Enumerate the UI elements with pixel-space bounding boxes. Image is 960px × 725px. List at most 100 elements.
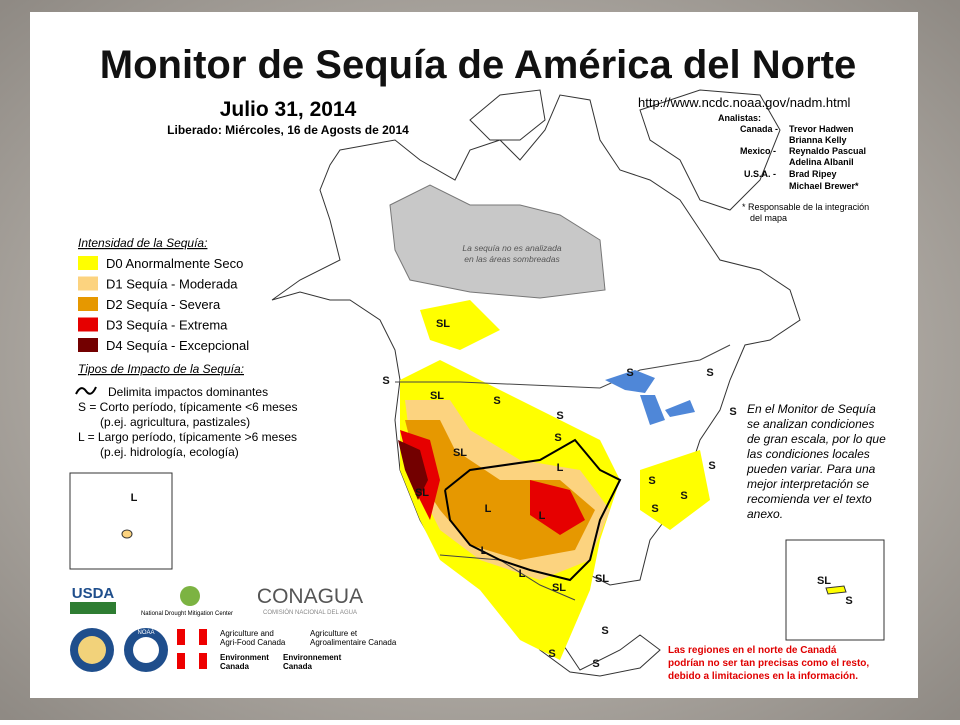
impact-label: S xyxy=(554,432,561,444)
analysts: Analistas: Canada - Trevor Hadwen Briann… xyxy=(718,113,869,223)
impact-label: L xyxy=(557,462,564,474)
footnote: * Responsable de la integración xyxy=(742,202,869,212)
released: Liberado: Miércoles, 16 de Agosts de 201… xyxy=(167,123,409,137)
shaded-region xyxy=(389,184,606,299)
impact-label: S xyxy=(708,460,715,472)
url: http://www.ncdc.noaa.gov/nadm.html xyxy=(638,95,851,110)
noaa-logo-text: NOAA xyxy=(137,630,154,636)
legend-swatch xyxy=(78,338,98,352)
ndmc-logo-text: National Drought Mitigation Center xyxy=(141,611,233,617)
conagua-sub: COMISIÓN NACIONAL DEL AGUA xyxy=(263,609,357,616)
impact-label: S xyxy=(493,395,500,407)
scale-note-line: pueden variar. Para una xyxy=(746,462,876,476)
drought-d4 xyxy=(398,440,428,500)
ndmc-logo xyxy=(180,586,200,606)
impact-label: S xyxy=(651,503,658,515)
impact-line-icon xyxy=(75,386,97,395)
legend-swatch xyxy=(78,297,98,311)
impact-label: S xyxy=(729,406,736,418)
impact-line: (p.ej. agricultura, pastizales) xyxy=(100,415,250,429)
border xyxy=(439,554,576,601)
impact-label: SL xyxy=(415,487,429,499)
commerce-seal-inner xyxy=(78,636,106,664)
legend-swatch xyxy=(78,256,98,270)
greenland xyxy=(639,89,781,211)
legend-label: D3 Sequía - Extrema xyxy=(106,318,228,333)
impact-label: S xyxy=(548,648,555,660)
legend-swatch xyxy=(78,317,98,332)
date: Julio 31, 2014 xyxy=(220,98,357,121)
impact-line: (p.ej. hidrología, ecología) xyxy=(100,445,239,459)
scale-note-line: anexo. xyxy=(747,507,783,521)
impact-label: SL xyxy=(595,573,609,585)
footnote: del mapa xyxy=(750,213,787,223)
usda-logo-field xyxy=(70,602,116,614)
shaded-note: La sequía no es analizada xyxy=(462,243,562,253)
impact-label: L xyxy=(485,503,492,515)
impact-label: SL xyxy=(453,447,467,459)
title: Monitor de Sequía de América del Norte xyxy=(100,43,856,87)
env-en: Canada xyxy=(220,662,249,671)
usda-logo-text: USDA xyxy=(72,585,115,602)
analyst: Brianna Kelly xyxy=(789,135,847,145)
analyst: Trevor Hadwen xyxy=(789,124,854,134)
impact-label: S xyxy=(680,490,687,502)
impact-label: SL xyxy=(436,318,450,330)
impact-label: S xyxy=(592,658,599,670)
impact-boundary xyxy=(444,438,622,582)
impact-line: L = Largo período, típicamente >6 meses xyxy=(78,430,297,444)
impact-line: S = Corto período, típicamente <6 meses xyxy=(78,400,297,414)
analyst: Adelina Albanil xyxy=(789,157,854,167)
legend-label: D2 Sequía - Severa xyxy=(106,297,221,312)
impact-label: SL xyxy=(430,390,444,402)
scale-note-line: se analizan condiciones xyxy=(747,417,874,431)
impact-label: S xyxy=(601,625,608,637)
impact-label: S xyxy=(648,475,655,487)
noaa-logo-inner xyxy=(133,637,159,663)
impact-label: L xyxy=(519,568,526,580)
map: La sequía no es analizada en las áreas s… xyxy=(69,89,885,677)
impacts-title: Tipos de Impacto de la Sequía: xyxy=(78,362,244,376)
impact-line: Delimita impactos dominantes xyxy=(108,385,268,399)
canada-note-line: Las regiones en el norte de Canadá xyxy=(668,645,837,656)
analyst: Brad Ripey xyxy=(789,169,837,179)
impact-label: SL xyxy=(552,582,566,594)
scale-note-line: mejor interpretación se xyxy=(747,477,869,491)
country: U.S.A. - xyxy=(744,169,776,179)
analysts-title: Analistas: xyxy=(718,113,761,123)
analyst: Michael Brewer* xyxy=(789,181,859,191)
shaded-note: en las áreas sombreadas xyxy=(464,254,560,264)
impact-label: S xyxy=(556,410,563,422)
impact-label: S xyxy=(626,367,633,379)
env-fr: Environnement xyxy=(283,653,342,662)
impact-label: L xyxy=(481,545,488,557)
arctic-islands xyxy=(469,89,546,141)
impact-label: L xyxy=(131,492,138,504)
legend-swatch xyxy=(78,276,98,291)
legend-label: D0 Anormalmente Seco xyxy=(106,256,243,271)
agri-fr: Agroalimentaire Canada xyxy=(310,638,397,647)
impact-label: S xyxy=(706,367,713,379)
scale-note-line: En el Monitor de Sequía xyxy=(747,402,876,416)
impact-label: S xyxy=(845,595,852,607)
scale-note-line: las condiciones locales xyxy=(747,447,870,461)
legend-label: D4 Sequía - Excepcional xyxy=(106,338,249,353)
scale-note-line: recomienda ver el texto xyxy=(747,492,872,506)
drought-d3 xyxy=(400,430,585,535)
hawaii-inset xyxy=(69,472,173,570)
agri-en: Agri-Food Canada xyxy=(220,638,286,647)
legend-title: Intensidad de la Sequía: xyxy=(78,236,207,250)
analyst: Reynaldo Pascual xyxy=(789,146,866,156)
puerto-rico xyxy=(825,585,847,595)
impact-label: S xyxy=(382,375,389,387)
great-lakes xyxy=(605,370,695,425)
country: Mexico - xyxy=(740,146,776,156)
legend: D0 Anormalmente Seco D1 Sequía - Moderada… xyxy=(78,256,249,353)
canada-flag-center xyxy=(185,653,199,669)
scale-note-line: de gran escala, por lo que xyxy=(747,432,886,446)
country: Canada - xyxy=(740,124,778,134)
agri-fr: Agriculture et xyxy=(310,629,358,638)
